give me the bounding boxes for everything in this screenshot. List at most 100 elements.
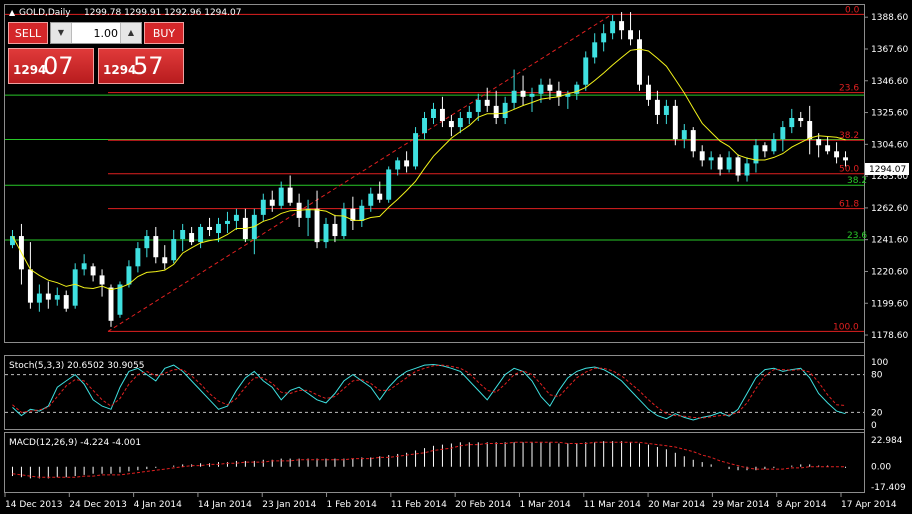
candle-body [198, 226, 204, 243]
candle-body [117, 284, 123, 315]
candle-body [368, 193, 374, 206]
candle-body [36, 293, 42, 303]
candle-body [27, 269, 33, 303]
price-tick-label: 1262.60 [871, 204, 908, 214]
candle-body [717, 157, 723, 170]
fib-red-label: 0.0 [845, 5, 860, 15]
sell-price-main: 1294 [13, 63, 47, 77]
fib-red-label: 23.6 [839, 84, 859, 94]
price-tick-label: 1346.60 [871, 77, 908, 87]
candle-body [681, 130, 687, 140]
candle-body [771, 139, 777, 152]
lot-size-input[interactable] [72, 23, 120, 43]
fib-red-label: 38.2 [839, 131, 859, 141]
candle-body [825, 145, 831, 152]
candle-body [54, 295, 60, 300]
candle-body [780, 127, 786, 140]
candle-body [735, 157, 741, 176]
candle-body [135, 248, 141, 267]
candle-body [233, 214, 239, 221]
date-tick-label: 11 Feb 2014 [391, 500, 447, 510]
price-tick-label: 1199.60 [871, 299, 908, 309]
candle-body [565, 93, 571, 97]
symbol-header: GOLD,Daily [19, 8, 71, 18]
candle-body [332, 223, 338, 237]
candle-body [216, 223, 221, 234]
candle-body [314, 208, 320, 243]
candle-body [807, 121, 813, 140]
lot-decrease-icon[interactable]: ▼ [51, 23, 72, 43]
macd-indicator: 22.984 0.00 -17.409 [11, 436, 906, 493]
sell-button[interactable]: SELL [8, 22, 48, 44]
candle-body [726, 157, 732, 170]
candle-body [753, 145, 759, 164]
stoch-scale-label: 0 [871, 421, 877, 431]
candle-body [592, 42, 598, 58]
lot-increase-icon[interactable]: ▲ [120, 23, 141, 43]
candle-body [323, 223, 329, 243]
candle-body [502, 102, 508, 118]
fib-red-label: 100.0 [833, 322, 859, 332]
date-tick-label: 11 Mar 2014 [584, 500, 641, 510]
candle-body [90, 266, 96, 276]
buy-button[interactable]: BUY [144, 22, 184, 44]
candle-body [287, 187, 293, 203]
date-tick-label: 8 Apr 2014 [777, 500, 827, 510]
candle-body [798, 118, 804, 122]
candle-body [108, 287, 114, 321]
candle-body [126, 266, 132, 285]
price-tick-label: 1241.60 [871, 236, 908, 246]
stoch-label: Stoch(5,3,3) 20.6502 30.9055 [9, 361, 144, 371]
fib-green-label: 38.2 [847, 176, 867, 186]
current-price-marker [865, 163, 909, 175]
macd-scale-label: 0.00 [871, 463, 891, 473]
fib-trend-line [107, 13, 613, 332]
candle-body [171, 239, 177, 261]
candle-body [413, 133, 419, 167]
candle-body [305, 208, 311, 218]
candle-body [269, 199, 275, 206]
candle-body [386, 169, 392, 200]
price-tick-label: 1283.60 [871, 172, 908, 182]
candle-body [699, 151, 705, 161]
candle-body [574, 84, 580, 94]
candle-body [520, 90, 526, 97]
date-tick-label: 24 Dec 2013 [69, 500, 127, 510]
date-tick-label: 4 Jan 2014 [134, 500, 182, 510]
candle-body [63, 295, 69, 309]
candle-body [708, 157, 714, 161]
candle-body [601, 33, 607, 43]
candle-body [395, 160, 401, 170]
buy-price-box[interactable]: 1294 57 [98, 48, 184, 84]
candle-body [654, 99, 660, 115]
candle-body [637, 39, 642, 85]
date-tick-label: 14 Dec 2013 [5, 500, 63, 510]
candle-body [457, 118, 463, 128]
candle-body [556, 90, 562, 97]
candle-body [81, 263, 87, 270]
candle-body [422, 118, 427, 134]
date-axis: 14 Dec 2013 24 Dec 2013 4 Jan 2014 14 Jan 2… [4, 493, 897, 510]
candle-body [645, 84, 651, 100]
date-tick-label: 29 Mar 2014 [712, 500, 769, 510]
candle-body [278, 187, 284, 206]
candle-body [439, 108, 445, 122]
stochastic-indicator: 100 80 20 0 [5, 358, 888, 431]
macd-scale-label: 22.984 [871, 436, 903, 446]
candle-body [45, 293, 51, 300]
current-price-label: 1294.07 [869, 165, 906, 175]
menu-triangle-icon[interactable]: ▲ [9, 8, 16, 17]
candle-body [816, 139, 822, 146]
candle-body [404, 160, 410, 167]
candle-body [10, 236, 15, 246]
sell-price-box[interactable]: 1294 07 [8, 48, 94, 84]
candle-body [610, 21, 616, 34]
candle-body [341, 208, 347, 237]
candle-body [189, 233, 195, 243]
candle-body [628, 30, 634, 40]
buy-price-main: 1294 [103, 63, 137, 77]
candle-body [583, 57, 589, 85]
stoch-scale-label: 100 [871, 358, 888, 368]
fib-red-label: 50.0 [839, 165, 859, 175]
